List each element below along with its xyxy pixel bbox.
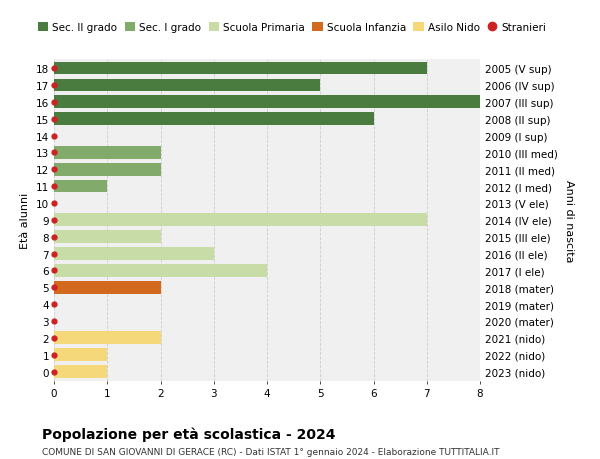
Bar (54, 113, 373, 126)
Bar (54, 264, 267, 277)
Y-axis label: Età alunni: Età alunni (20, 192, 31, 248)
Bar (54, 332, 161, 344)
Bar (54, 214, 427, 227)
Bar (54, 281, 161, 294)
Bar (54, 248, 214, 260)
Y-axis label: Anni di nascita: Anni di nascita (565, 179, 574, 262)
Text: COMUNE DI SAN GIOVANNI DI GERACE (RC) - Dati ISTAT 1° gennaio 2024 - Elaborazion: COMUNE DI SAN GIOVANNI DI GERACE (RC) - … (42, 448, 499, 457)
Bar (54, 180, 107, 193)
Bar (54, 348, 107, 361)
Bar (54, 79, 320, 92)
Legend: Sec. II grado, Sec. I grado, Scuola Primaria, Scuola Infanzia, Asilo Nido, Stran: Sec. II grado, Sec. I grado, Scuola Prim… (38, 23, 547, 33)
Bar (54, 163, 161, 176)
Bar (54, 365, 107, 378)
Text: Popolazione per età scolastica - 2024: Popolazione per età scolastica - 2024 (42, 427, 335, 442)
Bar (54, 147, 161, 159)
Bar (54, 62, 427, 75)
Bar (54, 231, 161, 243)
Bar (54, 96, 480, 109)
